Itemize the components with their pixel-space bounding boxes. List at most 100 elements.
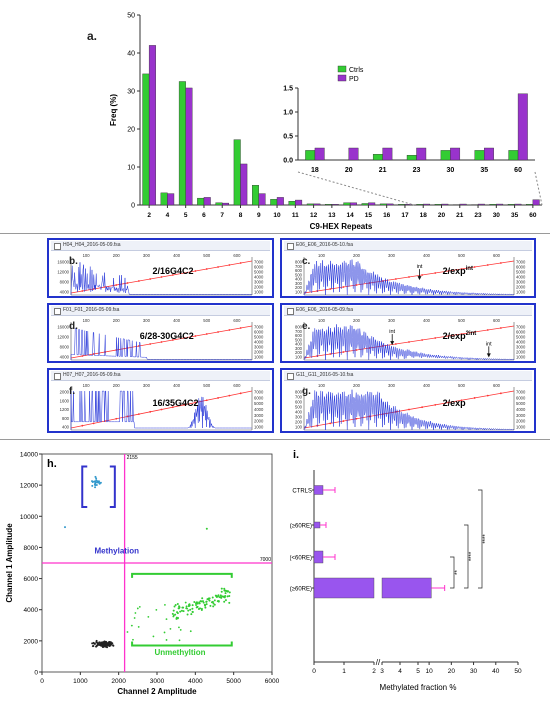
trace-x-tick-label: 100 [83,383,91,388]
calibration-point [329,422,332,425]
droplet-unmethylated-sparse [179,629,182,631]
droplet-unmethylated [191,610,194,613]
calibration-point [473,331,476,333]
trace-x-tick-label: 500 [458,253,466,258]
droplet-unmethylated-sparse [164,603,166,606]
trace-y-tick-label: 200 [295,350,303,355]
y-tick-label-a: 20 [127,127,135,134]
trace-right-tick-label: 5000 [516,401,526,406]
bar-pd [459,203,467,206]
trace-right-tick-label: 2000 [516,285,526,290]
calibration-point [447,335,450,337]
panel-label-bg-h [45,457,63,469]
droplet-unmethylated-sparse [138,605,141,608]
x-tick-label-a: 17 [401,212,409,219]
droplet-unmethylated [209,604,212,607]
trace-right-tick-label: 7000 [254,325,264,330]
calibration-point [473,397,476,399]
droplet-unmethylated-sparse [152,635,155,638]
threshold-x-label: 2155 [127,455,138,461]
trace-right-tick-label: 1000 [516,425,526,430]
calibration-point [499,392,502,395]
panel-label-i: i. [293,449,299,461]
trace-titlebar: E06_E06_2016-05-09.fsa [284,306,532,316]
x-axis-label-a: C9-HEX Repeats [310,222,373,231]
bar-pd [496,203,504,206]
y-tick-label-a: 0 [131,203,135,210]
inset-bar-pd [484,147,494,161]
trace-titlebar: E06_E06_2016-05-10.fsa [284,241,532,251]
threshold-y-label: 7000 [260,557,271,563]
trace-x-tick-label: 100 [318,253,326,258]
x-tick-label-a: 18 [420,212,428,219]
bar-i [313,521,321,529]
x-tick-label-h: 6000 [265,678,280,685]
x-tick-label-a: 5 [184,212,188,219]
calibration-point [183,337,186,339]
inset-y-tick-label: 0.0 [283,158,293,165]
calibration-point [228,264,231,266]
droplet-unmethylated [205,527,208,530]
unmethylation-label: Unmethyltion [154,648,205,657]
annotation-arrow-label: int [389,329,395,335]
calibration-point [239,392,242,395]
droplet-unmethylated [195,603,198,606]
trace-x-tick-label: 200 [353,253,361,258]
trace-right-tick-label: 3000 [516,345,526,350]
inset-x-tick-label: 20 [345,167,353,174]
trace-titlebar: H04_H04_2016-05-09.fsa [51,241,270,251]
trace-x-tick-label: 500 [203,253,211,258]
bar-ctrls [215,202,223,206]
droplet-unmethylated [195,602,198,605]
trace-right-tick-label: 3000 [254,345,264,350]
trace-signal-b [70,262,252,295]
calibration-point [92,422,95,425]
droplet-unmethylated [201,600,204,603]
bar-i-continued [381,577,432,599]
trace-x-tick-label: 100 [83,253,91,258]
y-tick-label-a: 30 [127,89,135,96]
significance-bracket [478,489,483,589]
bar-pd [167,193,175,206]
calibration-point [434,337,437,339]
droplet-negative [100,644,103,647]
bar-pd [313,203,321,206]
trace-right-tick-label: 2000 [516,350,526,355]
trace-y-tick-label: 1600 [60,398,70,403]
droplet-unmethylated [200,600,203,603]
trace-y-tick-label: 200 [295,285,303,290]
trace-x-tick-label: 600 [493,253,501,258]
calibration-point [137,413,140,416]
droplet-negative [112,644,115,647]
trace-title: E06_E06_2016-05-10.fsa [296,242,353,248]
droplet-unmethylated [223,600,226,603]
droplet-unmethylated-sparse [175,618,178,620]
droplet-unmethylated [196,602,199,605]
trace-title: H07_H07_2016-05-09.fsa [63,372,121,378]
droplet-unmethylated-sparse [132,638,134,641]
trace-right-tick-label: 4000 [254,407,264,412]
calibration-point [171,339,174,341]
legend-label-ctrls: Ctrls [349,67,364,74]
trace-x-tick-label: 200 [353,383,361,388]
trace-x-tick-label: 300 [388,383,396,388]
legend-label-pd: PD [349,76,359,83]
trace-x-tick-label: 200 [113,253,121,258]
droplet-unmethylated-sparse [136,607,139,610]
droplet-unmethylated [176,612,179,615]
significance-bracket [464,524,469,589]
bar-i [313,550,324,564]
calibration-point [408,276,410,278]
significance-bracket [450,556,455,589]
x-tick-label-a: 6 [202,212,206,219]
trace-y-tick-label: 4000 [60,355,70,360]
trace-y-tick-label: 12000 [57,335,69,340]
calibration-point [194,335,197,337]
bar-ctrls [434,204,442,206]
bar-pd [185,87,193,206]
trace-right-tick-label: 5000 [516,335,526,340]
x-tick-label-a: 30 [493,212,501,219]
trace-window-b: H04_H04_2016-05-09.fsa 100 200 300 400 500 600… [47,238,274,298]
calibration-point [92,288,95,290]
bar-i [313,577,375,599]
